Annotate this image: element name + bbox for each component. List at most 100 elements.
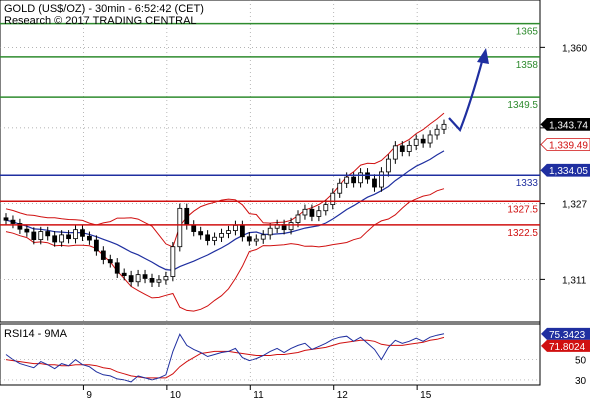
title-line2: Research © 2017 TRADING CENTRAL: [4, 15, 197, 27]
candle: [114, 258, 120, 278]
candle-body: [135, 274, 141, 283]
candle-body: [330, 192, 336, 205]
level-label: 1358: [516, 60, 539, 71]
candle: [38, 226, 44, 245]
candle: [80, 224, 85, 242]
candle: [170, 241, 176, 282]
price-tick-label: 1,311: [562, 275, 587, 286]
candle-body: [253, 238, 259, 242]
candle-body: [385, 158, 391, 173]
badge-shape: [541, 327, 590, 340]
badge-text: 1,343.74: [549, 120, 588, 131]
candle-body: [406, 144, 412, 152]
candle-body: [239, 224, 245, 238]
badge-shape: [541, 339, 590, 352]
level-label: 1322.5: [507, 228, 538, 239]
x-tick-label: 12: [337, 390, 349, 400]
price-badge: 1,334.05: [540, 163, 590, 177]
candle-body: [233, 224, 238, 232]
candle: [260, 230, 266, 244]
candle: [212, 232, 217, 246]
rsi-label: RSI14 - 9MA: [4, 328, 68, 340]
candle: [330, 188, 336, 210]
candle-body: [121, 272, 127, 276]
candle-body: [344, 176, 350, 184]
candle-body: [295, 214, 301, 223]
candle-body: [87, 235, 92, 241]
candle: [288, 217, 294, 235]
candle: [337, 178, 343, 198]
candle-body: [302, 208, 308, 216]
candle-body: [156, 279, 162, 283]
candle-body: [441, 123, 447, 130]
candle: [31, 227, 37, 245]
candle: [379, 167, 384, 192]
candle: [246, 232, 252, 246]
candle: [358, 168, 363, 188]
candle-body: [170, 246, 176, 277]
rsi-panel-frame: [0, 323, 541, 386]
candle: [253, 234, 259, 246]
level-label: 1349.5: [507, 100, 538, 111]
candle-body: [31, 231, 37, 241]
x-tick-label: 9: [86, 390, 92, 400]
candle-body: [226, 230, 231, 234]
forecast-arrow: [448, 48, 489, 133]
bollinger-bands: [5, 112, 445, 312]
candle-body: [128, 275, 134, 283]
candle-body: [212, 236, 217, 241]
candle: [135, 269, 141, 287]
candle-body: [205, 234, 211, 241]
candle-body: [100, 250, 106, 260]
candle: [420, 134, 426, 148]
badge-text: 1,334.05: [549, 166, 588, 177]
candle-body: [413, 138, 419, 146]
candle-body: [177, 207, 183, 248]
candle: [406, 140, 412, 157]
candle-body: [198, 231, 204, 236]
candle: [413, 134, 419, 151]
ma-line: [5, 150, 445, 271]
candle: [59, 230, 65, 247]
candle-body: [434, 128, 440, 136]
candle-body: [163, 276, 169, 281]
candle-body: [149, 278, 155, 283]
candle-body: [52, 235, 58, 243]
price-badge: 1,343.74: [540, 117, 590, 131]
candle-body: [219, 233, 224, 238]
price-badges: 1,343.74 1,339.49 1,334.05: [540, 117, 590, 177]
badge-shape: [540, 138, 590, 151]
candle-body: [73, 229, 78, 240]
candle: [128, 270, 134, 287]
candle-body: [337, 182, 343, 194]
candle: [427, 130, 433, 148]
candle-body: [379, 171, 384, 188]
candle: [87, 231, 92, 245]
moving-average-line: [5, 150, 445, 271]
candle-body: [260, 234, 266, 240]
x-tick-label: 11: [253, 390, 264, 400]
level-label: 1365: [516, 27, 539, 38]
candle: [3, 213, 9, 225]
badge-shape: [540, 163, 590, 177]
candle: [309, 204, 315, 222]
candle: [17, 218, 23, 234]
candle-body: [45, 231, 51, 237]
candle-body: [80, 229, 85, 237]
candle-body: [3, 217, 9, 221]
title-line1: GOLD (US$/OZ) - 30min - 6:52:42 (CET): [4, 3, 204, 15]
candle: [142, 269, 148, 284]
badge-shape: [540, 117, 590, 131]
candle: [100, 246, 106, 265]
candle: [226, 225, 231, 239]
lower-band: [5, 188, 445, 312]
candle: [156, 275, 162, 287]
price-tick-label: 1,327: [562, 200, 587, 211]
badge-text: 1,339.49: [549, 140, 588, 151]
rsi-lines: [5, 333, 445, 383]
candle: [434, 124, 440, 140]
level-label: 1327.5: [507, 204, 538, 215]
candle-body: [107, 259, 113, 264]
candle: [205, 230, 211, 246]
